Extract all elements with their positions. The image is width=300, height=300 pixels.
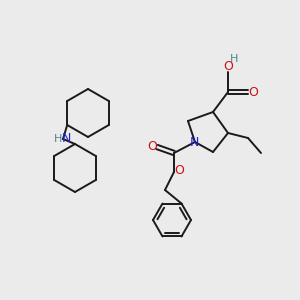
Text: H: H — [230, 54, 238, 64]
Text: O: O — [248, 85, 258, 98]
Text: O: O — [223, 59, 233, 73]
Text: O: O — [147, 140, 157, 154]
Text: H: H — [54, 134, 62, 144]
Text: N: N — [189, 136, 199, 149]
Text: O: O — [174, 164, 184, 178]
Text: N: N — [61, 133, 71, 146]
